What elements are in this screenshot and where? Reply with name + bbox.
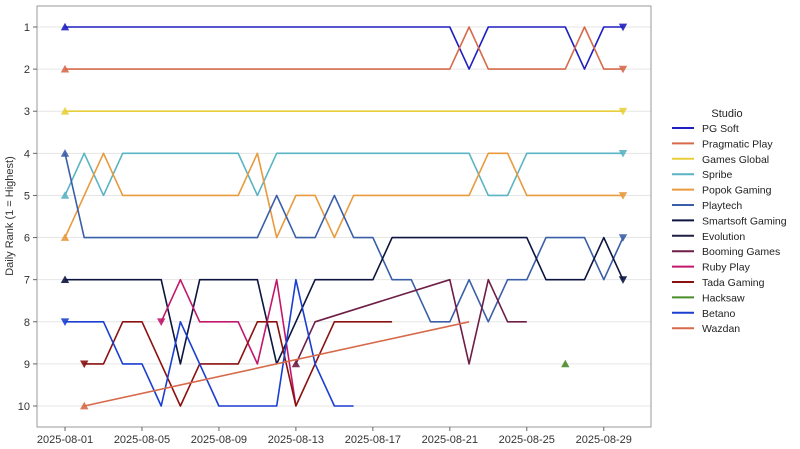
end-marker <box>618 107 628 116</box>
legend-label: Hacksaw <box>702 292 745 304</box>
legend-label: Evolution <box>702 231 745 243</box>
start-marker <box>60 275 70 284</box>
series-betano <box>60 278 354 407</box>
legend-label: Playtech <box>702 200 742 212</box>
legend-item: Pragmatic Play <box>672 138 773 150</box>
legend-item: Playtech <box>672 200 742 212</box>
y-tick-label: 7 <box>24 275 30 287</box>
legend-item: Tada Gaming <box>672 277 765 289</box>
legend-item: PG Soft <box>672 123 739 135</box>
start-marker <box>60 318 70 326</box>
legend-item: Wazdan <box>672 323 740 335</box>
legend-label: PG Soft <box>702 123 739 135</box>
series-line <box>160 278 297 407</box>
series-line <box>65 278 354 407</box>
legend-label: Spribe <box>702 169 733 181</box>
legend-item: Smartsoft Gaming <box>672 215 787 227</box>
series-line <box>64 152 623 197</box>
legend-item: Games Global <box>672 154 769 166</box>
start-marker <box>157 318 166 326</box>
series-line <box>295 278 527 365</box>
end-marker <box>618 192 628 200</box>
series-spribe <box>60 149 628 199</box>
x-tick-label: 2025-08-09 <box>191 434 247 446</box>
start-marker <box>60 233 70 241</box>
x-tick-label: 2025-08-05 <box>114 434 170 446</box>
series-wazdan <box>80 321 470 410</box>
y-axis-label: Daily Rank (1 = Highest) <box>4 156 16 276</box>
end-marker <box>618 23 628 32</box>
legend-label: Smartsoft Gaming <box>702 215 787 227</box>
legend-item: Booming Games <box>672 246 780 258</box>
start-marker <box>60 64 70 73</box>
y-tick-label: 9 <box>24 359 30 371</box>
legend-item: Evolution <box>672 231 745 243</box>
start-marker <box>60 22 70 31</box>
legend-item: Hacksaw <box>672 292 745 304</box>
series-ruby-play <box>157 278 297 407</box>
start-marker <box>561 359 570 368</box>
y-tick-label: 6 <box>24 233 30 245</box>
x-tick-label: 2025-08-17 <box>345 434 401 446</box>
x-tick-label: 2025-08-21 <box>422 434 478 446</box>
end-marker <box>618 65 628 74</box>
legend-label: Popok Gaming <box>702 185 772 197</box>
x-tick-label: 2025-08-13 <box>268 434 324 446</box>
y-tick-label: 8 <box>24 317 30 329</box>
series-line <box>84 321 470 407</box>
legend-title: Studio <box>711 108 742 120</box>
series-hacksaw <box>561 359 570 368</box>
y-tick-label: 3 <box>24 106 30 118</box>
x-tick-label: 2025-08-29 <box>576 434 632 446</box>
series-line <box>64 153 624 323</box>
legend-item: Ruby Play <box>672 262 751 274</box>
legend-label: Ruby Play <box>702 262 751 274</box>
start-marker <box>291 359 301 368</box>
series-games-global <box>60 107 628 116</box>
end-marker <box>618 149 628 158</box>
start-marker <box>80 360 89 369</box>
legend-label: Wazdan <box>702 323 740 335</box>
x-axis: 2025-08-01 2025-08-05 2025-08-09 2025-08-13… <box>37 427 632 446</box>
y-axis: 1 2 3 4 5 6 7 8 9 10 <box>18 22 37 413</box>
start-marker <box>80 401 89 410</box>
series-pg-soft <box>60 22 628 70</box>
y-tick-label: 2 <box>24 64 30 76</box>
legend-item: Betano <box>672 308 735 320</box>
legend-label: Betano <box>702 308 735 320</box>
legend-label: Booming Games <box>702 246 780 258</box>
series-booming-games <box>291 278 527 368</box>
legend-label: Games Global <box>702 154 769 166</box>
series-pragmatic-play <box>60 26 628 74</box>
start-marker <box>60 107 70 115</box>
legend-label: Tada Gaming <box>702 277 765 289</box>
series-line <box>65 26 623 70</box>
legend: Studio PG Soft Pragmatic Play Games Global… <box>672 108 787 335</box>
y-tick-label: 10 <box>18 401 30 413</box>
legend-item: Spribe <box>672 169 733 181</box>
legend-item: Popok Gaming <box>672 185 772 197</box>
series-line <box>65 26 623 70</box>
y-tick-label: 1 <box>24 22 30 34</box>
series-popok-gaming <box>60 152 628 241</box>
series-playtech <box>60 149 628 323</box>
x-tick-label: 2025-08-25 <box>499 434 555 446</box>
y-tick-label: 5 <box>24 190 30 202</box>
end-marker <box>618 234 628 242</box>
end-marker <box>618 276 628 284</box>
start-marker <box>60 149 70 157</box>
plot-frame <box>36 5 652 428</box>
start-marker <box>60 191 70 199</box>
legend-label: Pragmatic Play <box>702 138 773 150</box>
x-tick-label: 2025-08-01 <box>37 434 93 446</box>
series-layer <box>60 22 628 410</box>
series-line <box>64 152 623 239</box>
y-tick-label: 4 <box>24 148 30 160</box>
